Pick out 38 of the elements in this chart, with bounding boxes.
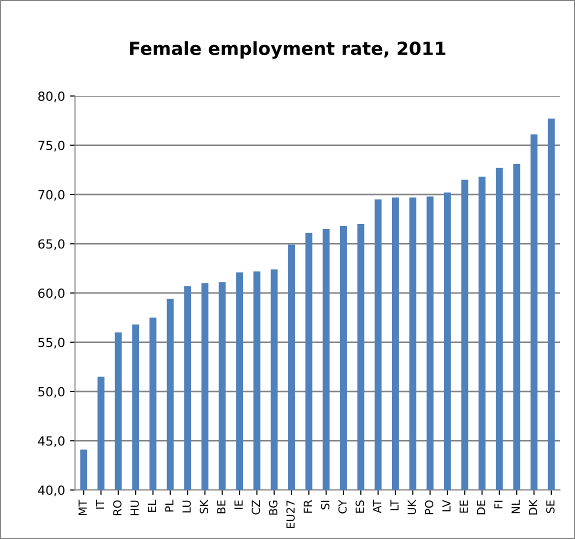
y-tick-label: 40,0	[38, 485, 64, 496]
x-tick-label: LV	[442, 500, 450, 512]
x-tick-label: FR	[304, 500, 312, 513]
x-tick-label: EU27	[286, 500, 295, 528]
x-tick-label: BG	[269, 500, 278, 515]
x-tick-label: FI	[494, 500, 502, 508]
x-tick-label: RO	[113, 500, 122, 516]
y-tick-label: 75,0	[38, 140, 64, 152]
x-tick-label: EE	[460, 500, 468, 513]
y-tick-label: 55,0	[38, 338, 64, 348]
x-tick-label: SE	[546, 500, 555, 514]
y-tick-label: 45,0	[38, 436, 64, 447]
y-tick-label: 65,0	[38, 239, 64, 250]
x-tick-label: DE	[477, 500, 486, 514]
x-tick-label: CY	[338, 500, 347, 514]
y-tick-label: 50,0	[38, 386, 64, 398]
chart-title: Female employment rate, 2011	[130, 41, 446, 59]
x-tick-label: LT	[390, 500, 399, 510]
x-tick-label: LU	[182, 500, 191, 512]
x-tick-label: EL	[148, 500, 156, 512]
y-tick-label: 60,0	[38, 288, 64, 300]
x-tick-label: SK	[200, 499, 208, 514]
x-tick-label: IT	[96, 500, 104, 509]
y-tick-label: 80,0	[38, 91, 64, 102]
x-tick-label: BE	[217, 500, 226, 514]
x-tick-label: SI	[320, 500, 330, 510]
x-tick-label: PO	[424, 500, 434, 514]
x-tick-label: UK	[408, 499, 416, 514]
x-tick-label: MT	[78, 500, 87, 516]
x-tick-label: NL	[512, 500, 520, 514]
x-tick-label: CZ	[252, 500, 260, 514]
x-tick-label: PL	[165, 500, 174, 512]
y-tick-label: 70,0	[38, 190, 64, 201]
x-tick-label: DK	[528, 499, 538, 514]
x-tick-label: ES	[356, 500, 364, 513]
x-tick-label: HU	[130, 500, 139, 516]
x-tick-label: IE	[234, 500, 243, 509]
x-tick-label: AT	[373, 500, 382, 514]
